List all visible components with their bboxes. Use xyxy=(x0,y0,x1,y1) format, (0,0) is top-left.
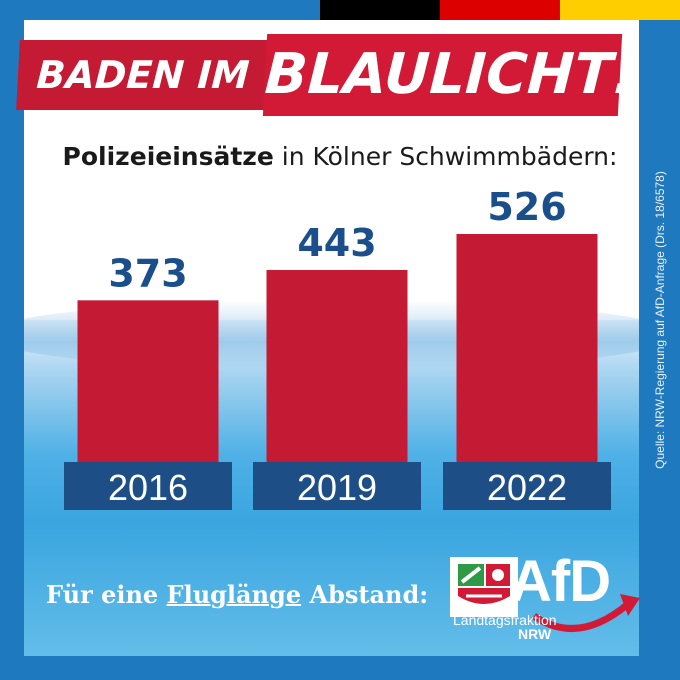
chart-subtitle: Polizeieinsätze in Kölner Schwimmbädern: xyxy=(0,142,680,171)
footer-text-pre: Für eine xyxy=(46,580,167,609)
footer-text-post: Abstand: xyxy=(301,580,429,609)
bar-2022 xyxy=(456,234,598,468)
logo-subtitle: Landtagsfraktion xyxy=(453,612,557,628)
bar-2019 xyxy=(266,269,408,468)
value-label-2019: 443 xyxy=(297,221,376,265)
german-flag-stripe xyxy=(320,0,680,20)
logo-nrw: NRW xyxy=(518,626,552,642)
flag-black-stripe xyxy=(320,0,440,20)
footer-text-link: Fluglänge xyxy=(166,580,302,609)
year-box-2019 xyxy=(253,462,421,510)
category-label-2019: 2019 xyxy=(297,467,377,508)
afd-logo-text: AfD xyxy=(510,549,611,614)
flag-red-stripe xyxy=(440,0,560,20)
source-note-text: Quelle: NRW-Regierung auf AfD-Anfrage (D… xyxy=(653,171,667,469)
subtitle-rest: in Kölner Schwimmbädern: xyxy=(273,142,618,171)
category-label-2022: 2022 xyxy=(487,467,567,508)
value-label-2022: 526 xyxy=(487,185,566,229)
value-label-2016: 373 xyxy=(108,251,187,295)
category-label-2016: 2016 xyxy=(108,467,188,508)
bar-2016 xyxy=(77,300,219,468)
logo-arrow-icon xyxy=(532,594,640,632)
nrw-coat-of-arms-icon xyxy=(458,564,510,604)
year-box-2022 xyxy=(443,462,611,510)
flag-gold-stripe xyxy=(560,0,680,20)
subtitle-bold: Polizeieinsätze xyxy=(62,142,274,171)
footer-slogan: Für eine Fluglänge Abstand: xyxy=(46,580,428,609)
year-box-2016 xyxy=(64,462,232,510)
